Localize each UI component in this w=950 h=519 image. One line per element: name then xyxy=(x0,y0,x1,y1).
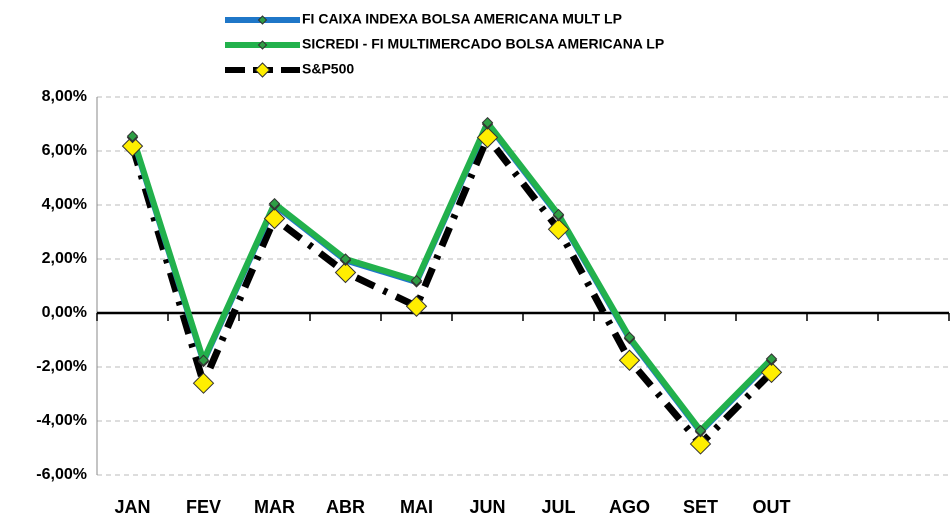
x-tick-label: FEV xyxy=(186,497,221,517)
series-line xyxy=(129,121,774,435)
marker xyxy=(339,253,352,265)
x-tick-label: JUN xyxy=(469,497,505,517)
y-tick-label: 8,00% xyxy=(42,88,87,105)
y-tick-label: -2,00% xyxy=(36,358,87,375)
marker xyxy=(268,197,281,210)
marker xyxy=(547,218,570,241)
marker xyxy=(410,274,423,287)
legend-label: SICREDI - FI MULTIMERCADO BOLSA AMERICAN… xyxy=(302,36,664,52)
y-tick-label: 6,00% xyxy=(42,142,87,159)
legend-marker xyxy=(254,62,271,78)
marker xyxy=(334,261,357,284)
marker xyxy=(405,295,428,317)
x-tick-label: OUT xyxy=(753,497,791,517)
x-tick-label: MAI xyxy=(400,497,433,517)
y-tick-label: 0,00% xyxy=(42,304,87,321)
legend-label: S&P500 xyxy=(302,61,354,77)
legend-marker xyxy=(257,15,268,25)
y-tick-label: 2,00% xyxy=(42,250,87,267)
legend-label: FI CAIXA INDEXA BOLSA AMERICANA MULT LP xyxy=(302,11,622,27)
marker xyxy=(760,361,783,384)
y-tick-label: -6,00% xyxy=(36,466,87,483)
marker xyxy=(197,354,210,366)
x-tick-label: ABR xyxy=(326,497,365,517)
legend-marker xyxy=(257,40,268,50)
x-tick-label: JAN xyxy=(114,497,150,517)
marker xyxy=(476,126,499,149)
x-tick-label: AGO xyxy=(609,497,650,517)
x-tick-label: SET xyxy=(683,497,718,517)
marker xyxy=(552,208,565,221)
y-tick-label: 4,00% xyxy=(42,196,87,213)
series-line xyxy=(129,119,774,434)
marker xyxy=(481,116,494,129)
marker xyxy=(121,135,144,157)
marker xyxy=(263,207,286,230)
marker xyxy=(126,130,139,142)
marker xyxy=(192,372,215,394)
marker xyxy=(765,353,778,365)
x-tick-label: MAR xyxy=(254,497,295,517)
marker xyxy=(618,349,641,371)
marker xyxy=(694,424,707,437)
y-tick-label: -4,00% xyxy=(36,412,87,429)
marker xyxy=(689,433,712,455)
marker xyxy=(623,331,636,344)
x-tick-label: JUL xyxy=(541,497,575,517)
